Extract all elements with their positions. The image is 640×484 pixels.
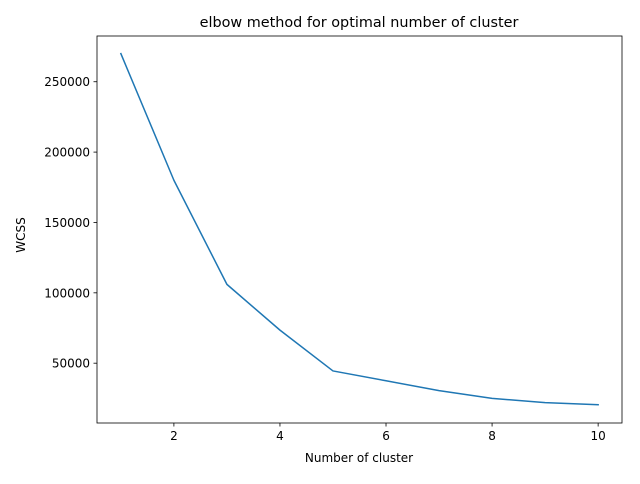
x-axis-label: Number of cluster — [305, 451, 413, 465]
y-tick-label: 200000 — [44, 146, 90, 160]
chart-title: elbow method for optimal number of clust… — [200, 15, 519, 31]
plot-frame — [96, 35, 623, 424]
y-axis-label: WCSS — [14, 217, 28, 252]
x-tick-label: 4 — [276, 429, 284, 443]
y-tick-label: 150000 — [44, 216, 90, 230]
x-tick-label: 2 — [170, 429, 178, 443]
plot-area: 2 4 6 8 10 50000 100000 150000 200000 250000 — [44, 35, 623, 443]
y-tick-label: 100000 — [44, 286, 90, 300]
x-tick-label: 8 — [488, 429, 496, 443]
x-tick-label: 10 — [590, 429, 605, 443]
y-tick-label: 50000 — [52, 357, 90, 371]
x-tick-label: 6 — [382, 429, 390, 443]
y-tick-label: 250000 — [44, 75, 90, 89]
series-line-0 — [119, 52, 599, 406]
